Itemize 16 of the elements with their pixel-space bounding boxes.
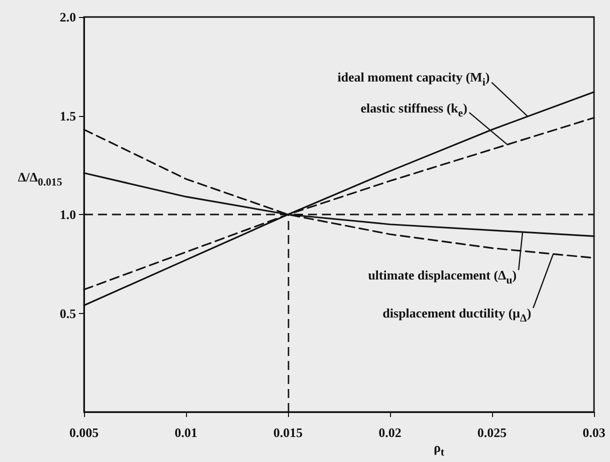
text: displacement ductility (μ$_{Δ}$) (382, 306, 532, 326)
x-tick-label: 0.015 (273, 425, 304, 440)
text: ultimate displacement (Δ$_{u}$) (368, 268, 517, 288)
y-tick-label: 0.5 (60, 306, 76, 321)
x-tick-label: 0.025 (477, 425, 508, 440)
text: elastic stiffness (k$_{e}$) (360, 100, 468, 121)
x-axis-title: ρ$_{t}$ (434, 440, 444, 461)
y-tick-label: 1.0 (60, 207, 76, 222)
y-axis-title: Δ/Δ$_{0.015}$ (18, 170, 62, 190)
x-tick-label: 0.02 (378, 425, 402, 440)
x-tick-label: 0.01 (174, 425, 198, 440)
x-tick-label: 0.03 (582, 425, 606, 440)
text: ideal moment capacity (M$_{i}$) (338, 70, 490, 91)
y-tick-label: 2.0 (60, 10, 76, 24)
x-tick-label: 0.005 (69, 425, 100, 440)
y-tick-label: 1.5 (60, 108, 76, 124)
